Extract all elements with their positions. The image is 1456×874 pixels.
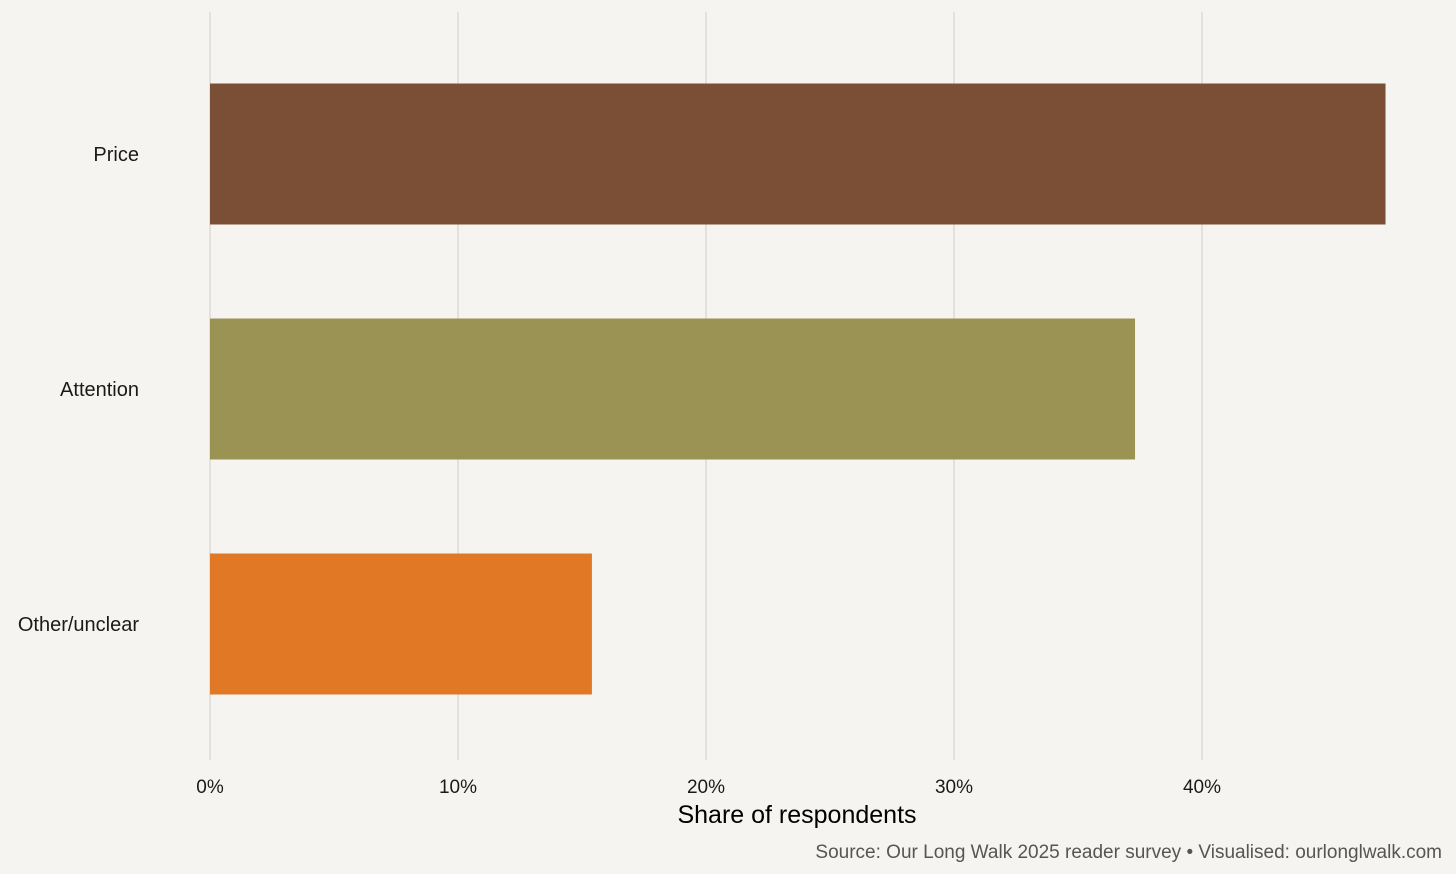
category-label: Price	[93, 144, 139, 166]
source-caption: Source: Our Long Walk 2025 reader survey…	[815, 842, 1442, 863]
bar-price	[210, 83, 1386, 225]
bar-other-unclear	[210, 553, 592, 695]
x-tick-label: 10%	[439, 777, 477, 798]
category-label: Attention	[60, 379, 139, 401]
x-tick-label: 30%	[935, 777, 973, 798]
bars	[210, 83, 1386, 695]
category-label: Other/unclear	[18, 614, 140, 636]
x-axis-title: Share of respondents	[677, 801, 916, 829]
x-tick-label: 20%	[687, 777, 725, 798]
category-labels: Price Attention Other/unclear	[18, 144, 140, 636]
x-tick-label: 40%	[1183, 777, 1221, 798]
bar-attention	[210, 318, 1136, 460]
x-tick-labels: 0% 10% 20% 30% 40%	[196, 777, 1221, 798]
x-tick-label: 0%	[196, 777, 224, 798]
